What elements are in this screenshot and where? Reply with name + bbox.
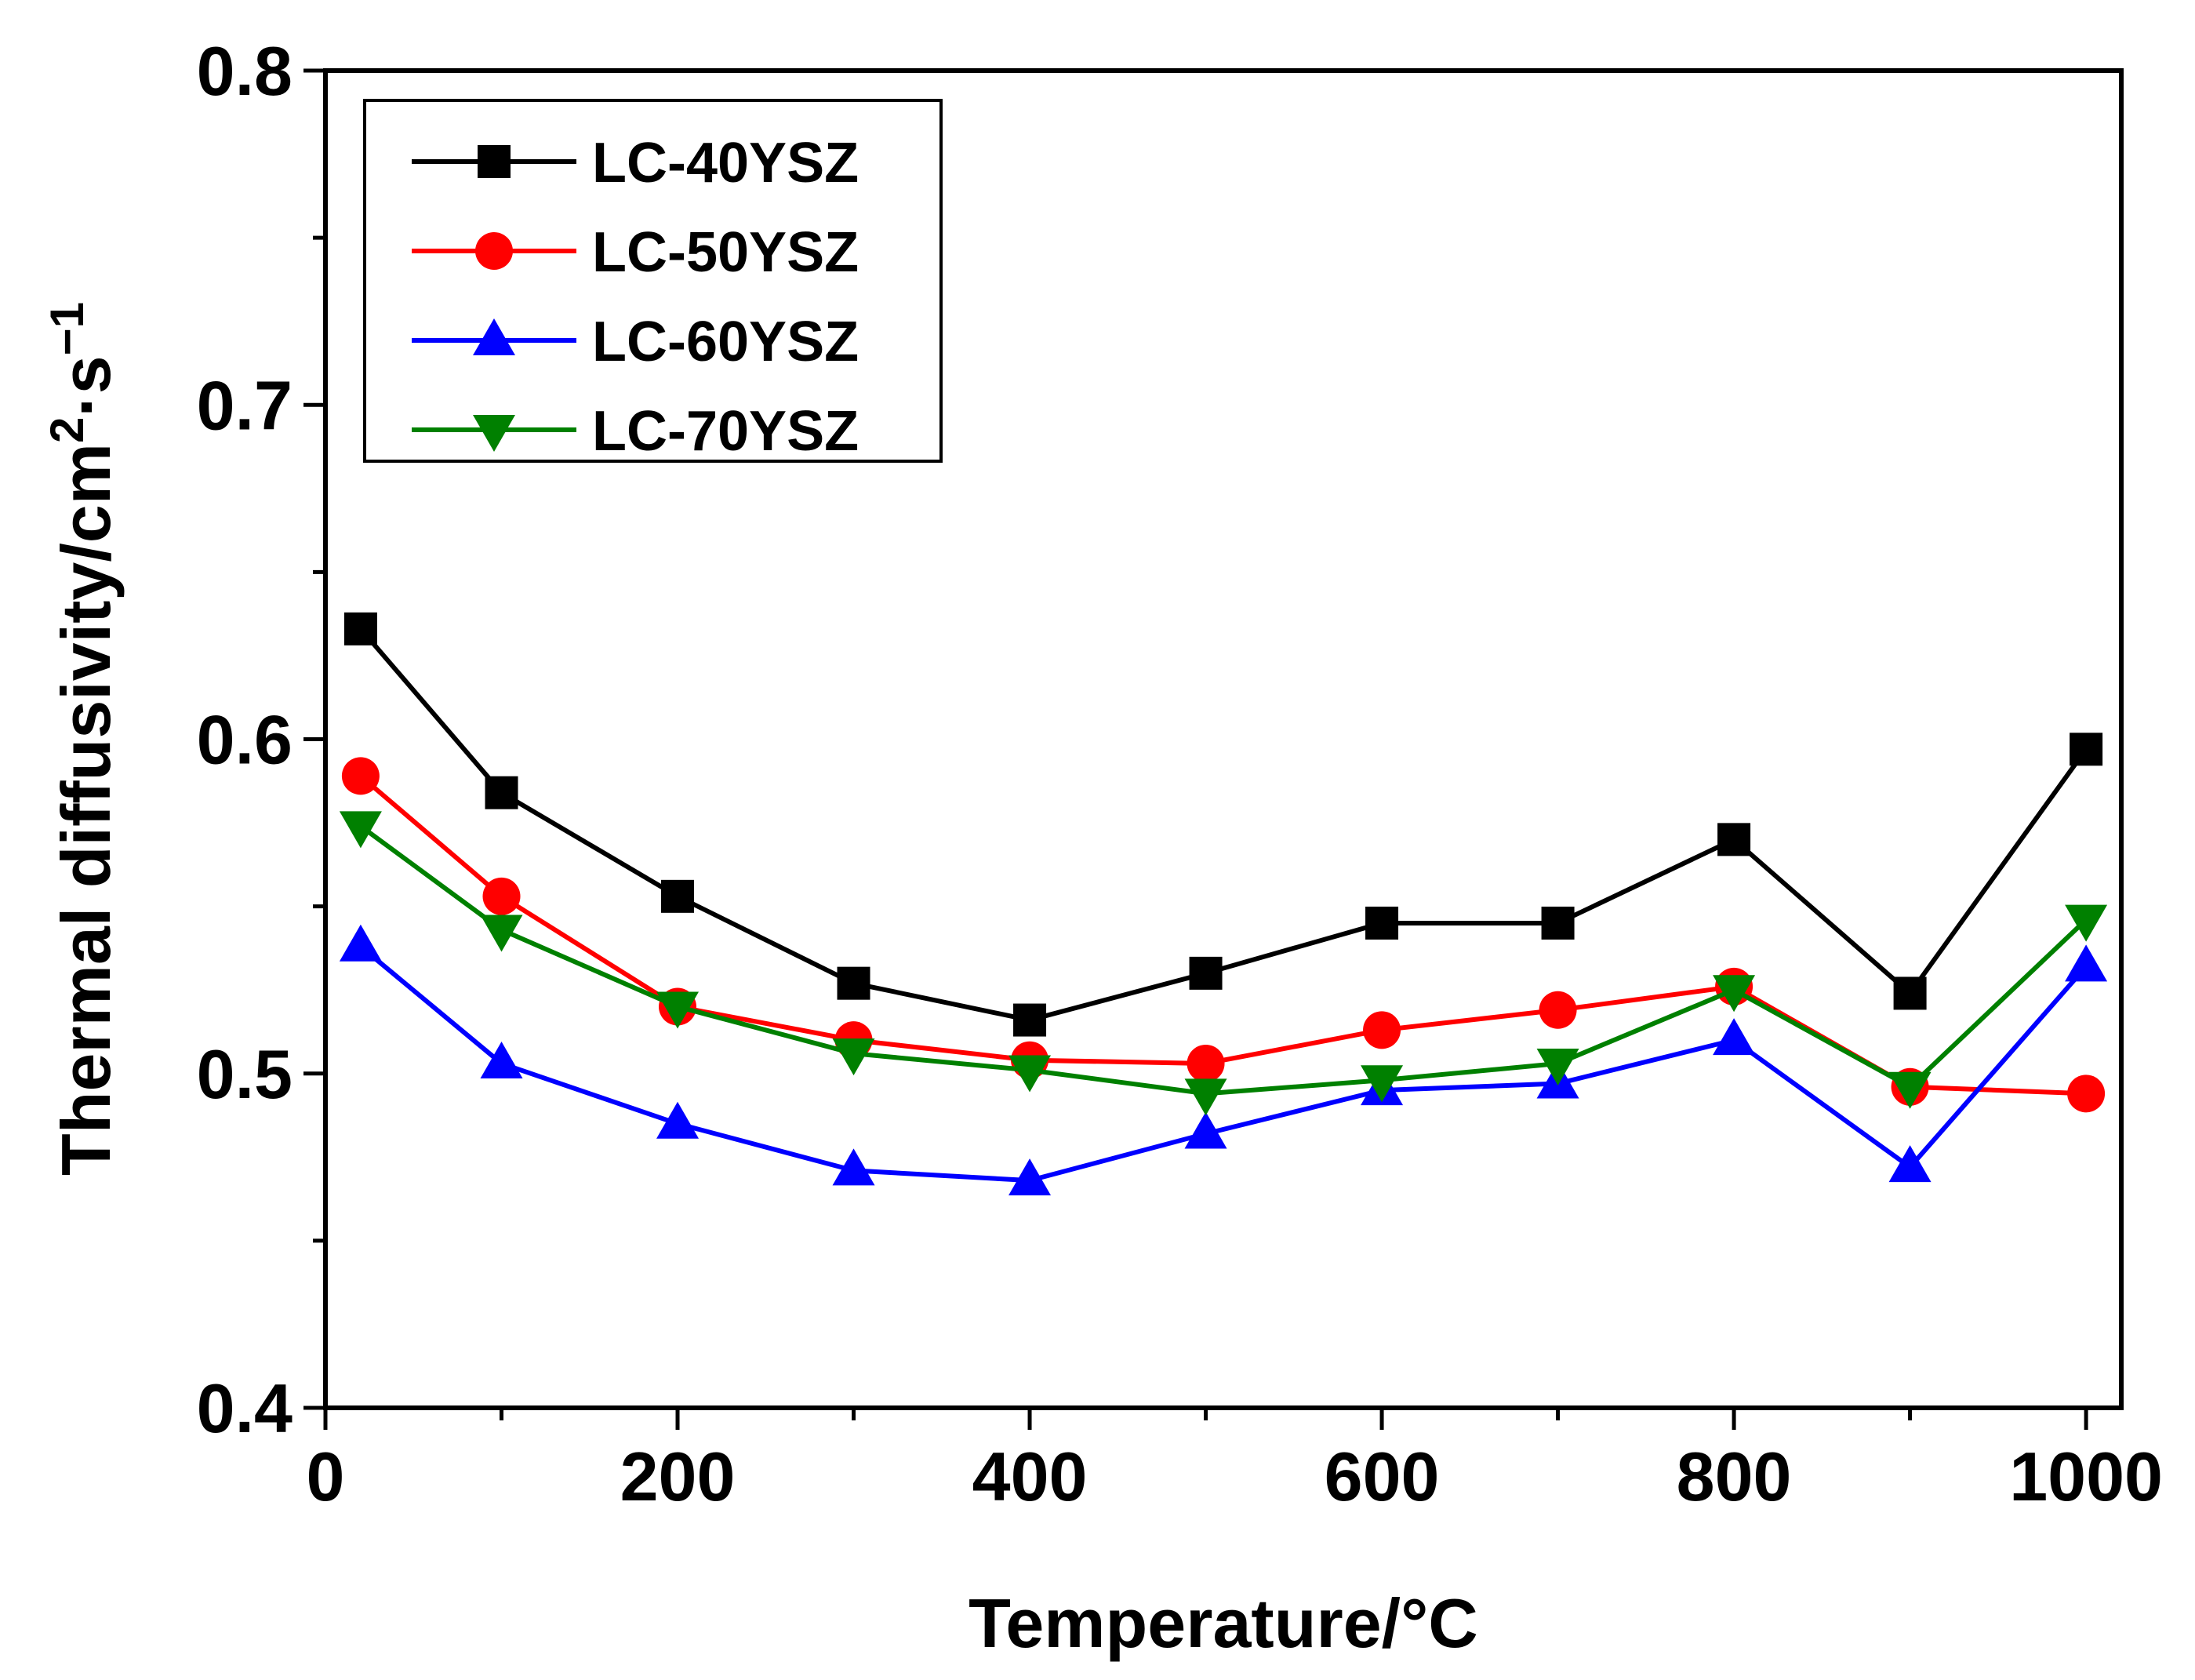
data-point-lc-70ysz (339, 811, 382, 849)
legend: LC-40YSZ LC-50YSZ LC-60YSZ LC-70YSZ (363, 99, 943, 463)
data-point-lc-70ysz (2065, 904, 2108, 942)
legend-marker-lc-70ysz (473, 415, 515, 452)
y-tick-label: 0.8 (197, 32, 293, 110)
data-point-lc-40ysz (485, 776, 518, 809)
data-point-lc-60ysz (832, 1148, 875, 1186)
x-tick-label: 400 (972, 1438, 1088, 1515)
y-tick-label: 0.7 (197, 366, 293, 444)
y-tick-label: 0.5 (197, 1035, 293, 1113)
y-axis-title-mid: ·s (47, 355, 125, 416)
data-point-lc-40ysz (1893, 976, 1927, 1010)
y-tick-label: 0.6 (197, 701, 293, 779)
data-point-lc-70ysz (1713, 975, 1756, 1013)
data-point-lc-40ysz (343, 612, 377, 645)
series-line-lc-50ysz (358, 774, 2087, 1096)
legend-label-lc-60ysz: LC-60YSZ (592, 311, 859, 373)
legend-marker-lc-60ysz (473, 318, 515, 355)
x-tick-label: 800 (1677, 1438, 1792, 1515)
data-point-lc-70ysz (480, 915, 523, 952)
x-tick-label: 200 (620, 1438, 736, 1515)
data-point-lc-70ysz (1361, 1065, 1404, 1103)
data-point-lc-60ysz (1008, 1158, 1052, 1196)
data-point-lc-40ysz (1189, 956, 1223, 990)
legend-marker-lc-50ysz (475, 232, 513, 270)
data-point-lc-50ysz (482, 877, 521, 915)
data-point-lc-70ysz (656, 991, 700, 1029)
legend-marker-lc-40ysz (478, 145, 511, 178)
data-point-lc-40ysz (1717, 823, 1751, 856)
data-point-lc-70ysz (1888, 1071, 1932, 1109)
data-point-lc-40ysz (2070, 733, 2103, 766)
legend-item-lc-60ysz: LC-60YSZ (412, 311, 859, 373)
data-point-lc-40ysz (1365, 906, 1399, 940)
plot-frame (323, 68, 2124, 1410)
legend-item-lc-70ysz: LC-70YSZ (412, 400, 859, 463)
y-axis-title: Thermal diffusivity/cm2·s−1 (41, 302, 125, 1176)
series-lc-40ysz (343, 612, 2103, 1037)
y-tick-label: 0.4 (197, 1369, 293, 1447)
data-point-lc-60ysz (1184, 1111, 1227, 1149)
legend-label-lc-70ysz: LC-70YSZ (592, 400, 859, 463)
y-axis-title-sup2: −1 (41, 302, 93, 355)
series-lc-70ysz (339, 811, 2108, 1116)
legend-item-lc-50ysz: LC-50YSZ (412, 221, 859, 284)
x-tick-label: 1000 (2009, 1438, 2163, 1515)
legend-item-lc-40ysz: LC-40YSZ (412, 132, 859, 195)
data-point-lc-50ysz (1539, 991, 1577, 1029)
data-point-lc-60ysz (2065, 944, 2108, 982)
series-layer (339, 612, 2108, 1196)
data-point-lc-70ysz (1536, 1048, 1579, 1085)
y-axis-title-sup1: 2 (41, 417, 93, 443)
ticks-layer: 0 200 400 600 800 1000 0.4 0.5 0.6 0.7 0.8 (197, 32, 2163, 1515)
data-point-lc-60ysz (1888, 1145, 1932, 1183)
data-point-lc-60ysz (656, 1101, 700, 1139)
data-point-lc-50ysz (341, 757, 380, 795)
x-axis-title: Temperature/°C (968, 1584, 1478, 1662)
data-point-lc-40ysz (837, 966, 870, 1000)
y-axis-title-base: Thermal diffusivity/cm (47, 443, 125, 1176)
data-point-lc-40ysz (1541, 906, 1575, 940)
data-point-lc-70ysz (1184, 1078, 1227, 1116)
legend-label-lc-40ysz: LC-40YSZ (592, 132, 859, 195)
data-point-lc-40ysz (661, 879, 695, 913)
data-point-lc-50ysz (1363, 1011, 1401, 1049)
data-point-lc-60ysz (339, 924, 382, 962)
x-tick-label: 0 (307, 1438, 345, 1515)
legend-label-lc-50ysz: LC-50YSZ (592, 221, 859, 284)
data-point-lc-50ysz (1187, 1044, 1225, 1082)
data-point-lc-50ysz (2067, 1075, 2106, 1113)
data-point-lc-40ysz (1013, 1003, 1047, 1037)
data-point-lc-70ysz (832, 1038, 875, 1076)
x-tick-label: 600 (1325, 1438, 1440, 1515)
data-point-lc-60ysz (480, 1041, 523, 1078)
series-lc-60ysz (339, 924, 2108, 1196)
data-point-lc-60ysz (1713, 1018, 1756, 1056)
series-line-lc-70ysz (359, 824, 2088, 1096)
data-point-lc-70ysz (1008, 1055, 1052, 1093)
series-line-lc-40ysz (358, 627, 2088, 1023)
